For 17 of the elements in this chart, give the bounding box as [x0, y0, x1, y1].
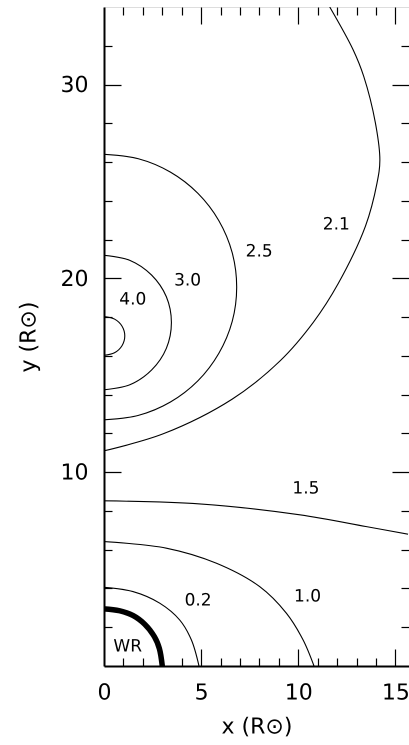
annotation: 4.0 — [119, 290, 146, 310]
annotation: WR — [113, 636, 142, 656]
x-tick-label: 15 — [382, 680, 409, 706]
y-tick-label: 20 — [60, 266, 88, 292]
annotation: 3.0 — [174, 270, 202, 290]
x-tick-label: 0 — [98, 680, 112, 706]
annotation: 2.5 — [246, 241, 273, 262]
annotation: 2.1 — [322, 214, 350, 234]
annotation: 1.0 — [294, 586, 322, 606]
x-tick-label: 5 — [194, 680, 209, 706]
annotation: 1.5 — [292, 478, 320, 498]
x-axis-title: x (R⊙) — [222, 714, 292, 740]
y-tick-label: 10 — [60, 460, 88, 486]
y-axis-title: y (R⊙) — [16, 302, 42, 372]
annotation: 0.2 — [184, 590, 212, 610]
y-tick-label: 30 — [60, 73, 88, 98]
x-tick-label: 10 — [284, 680, 313, 706]
